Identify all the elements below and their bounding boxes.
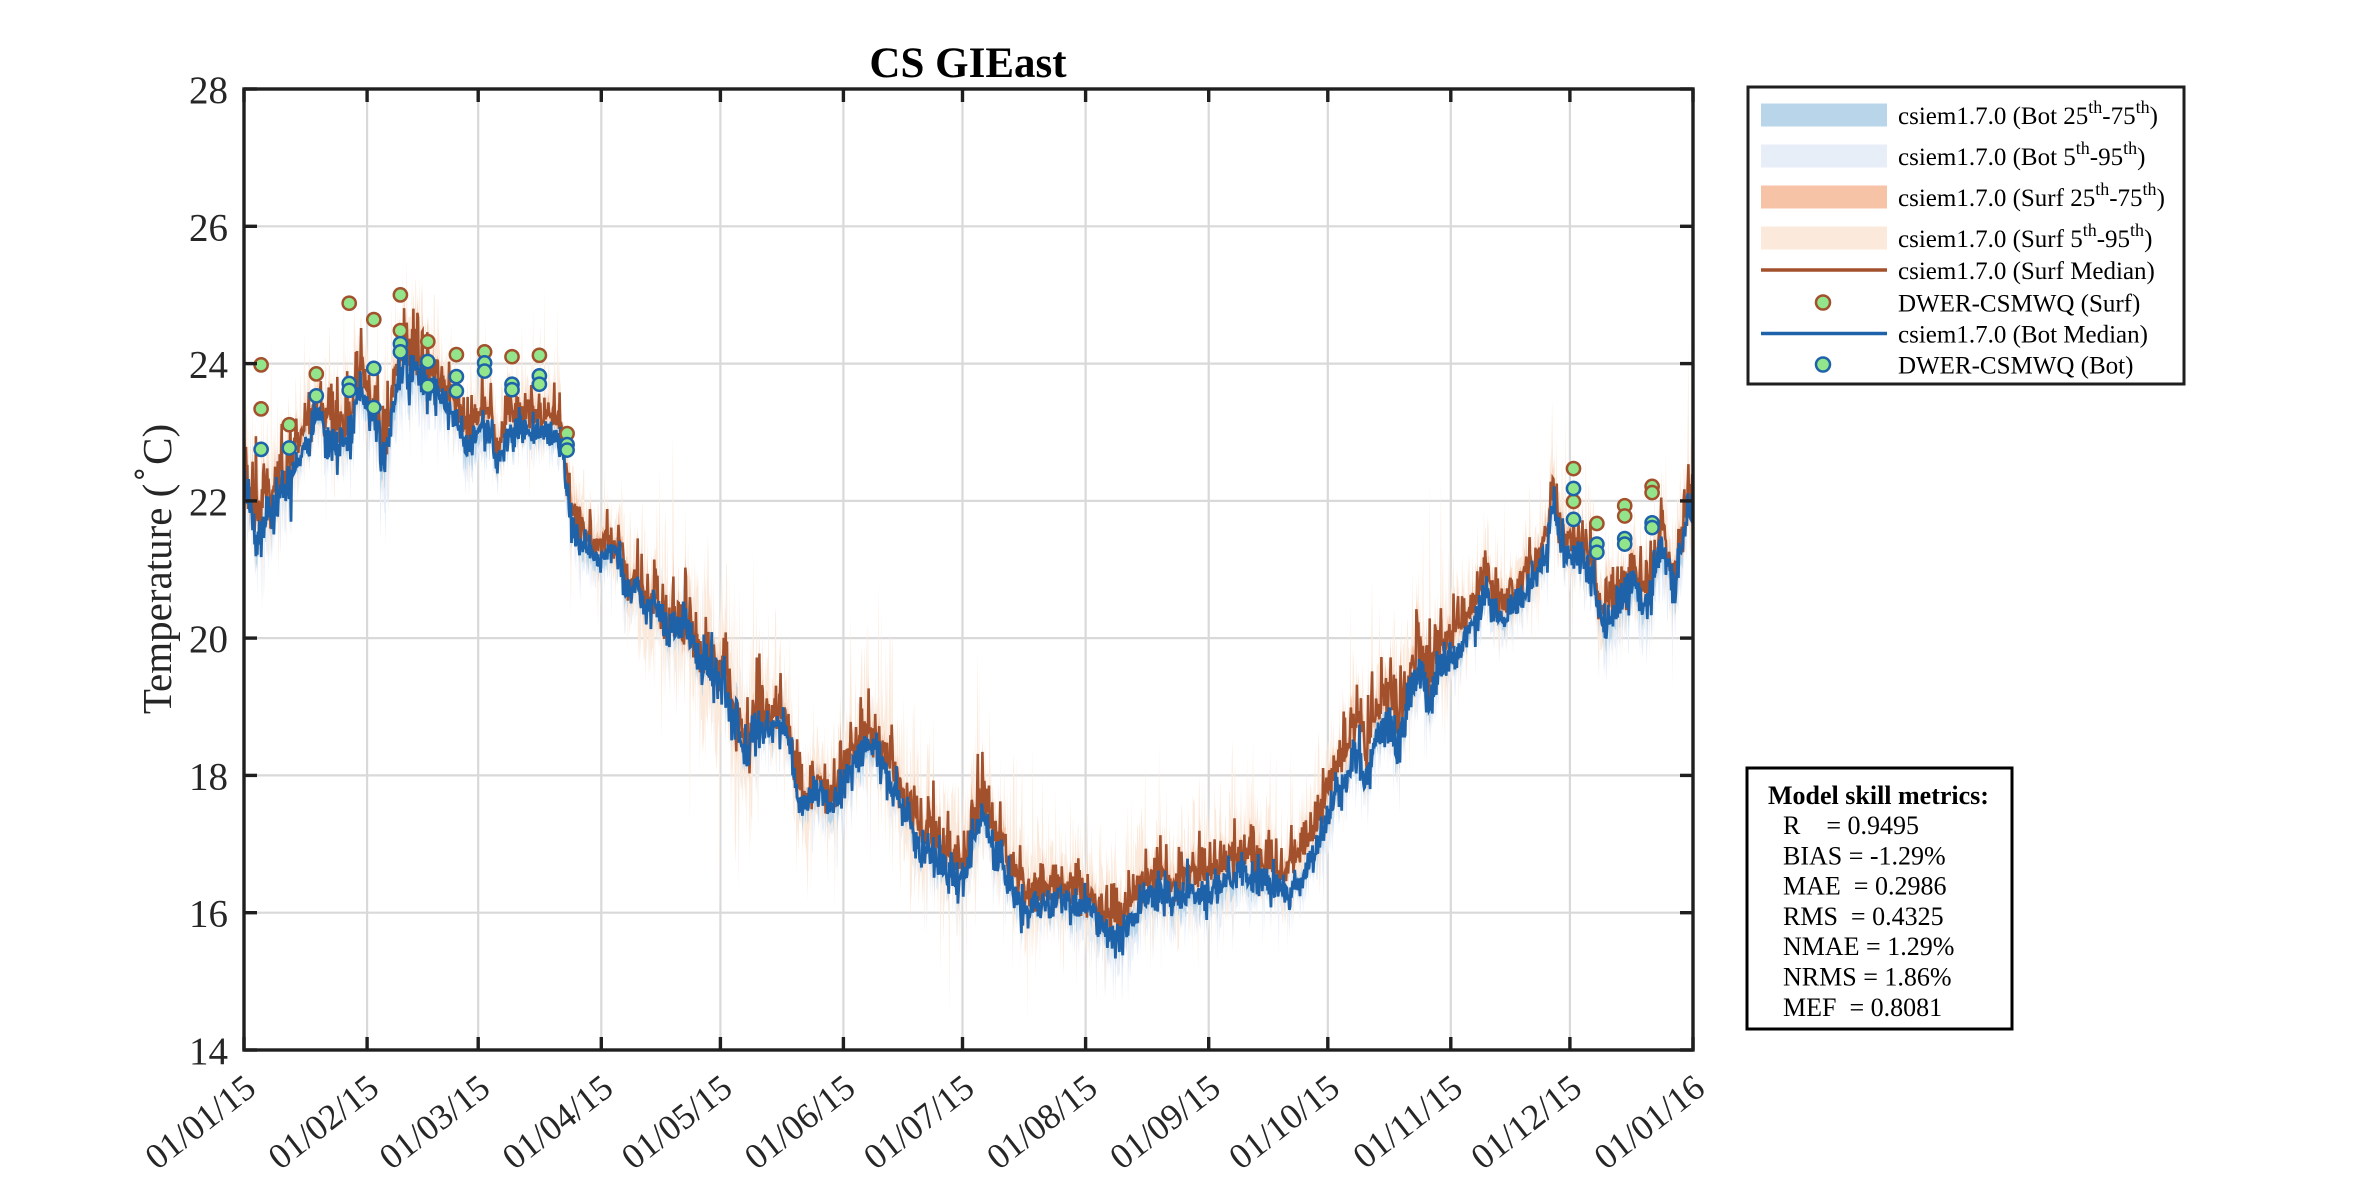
svg-text:26: 26: [189, 206, 228, 249]
svg-text:CS GIEast: CS GIEast: [869, 40, 1067, 87]
svg-text:RMS = 0.4325: RMS = 0.4325: [1783, 902, 1944, 931]
svg-text:20: 20: [189, 618, 228, 661]
svg-text:R = 0.9495: R = 0.9495: [1783, 811, 1919, 840]
svg-text:DWER-CSMWQ (Surf): DWER-CSMWQ (Surf): [1898, 291, 2140, 318]
svg-text:csiem1.7.0 (Surf Median): csiem1.7.0 (Surf Median): [1898, 258, 2155, 285]
svg-text:BIAS = -1.29%: BIAS = -1.29%: [1783, 841, 1946, 870]
svg-text:csiem1.7.0 (Bot Median): csiem1.7.0 (Bot Median): [1898, 322, 2148, 349]
svg-text:csiem1.7.0 (Surf 5th-95th): csiem1.7.0 (Surf 5th-95th): [1898, 220, 2152, 253]
svg-text:28: 28: [189, 69, 228, 112]
svg-text:csiem1.7.0 (Bot 25th-75th): csiem1.7.0 (Bot 25th-75th): [1898, 97, 2158, 130]
svg-text:22: 22: [189, 481, 228, 524]
svg-text:Model skill metrics:: Model skill metrics:: [1768, 781, 1989, 810]
svg-text:18: 18: [189, 755, 228, 798]
svg-text:NMAE = 1.29%: NMAE = 1.29%: [1783, 932, 1954, 961]
svg-text:NRMS = 1.86%: NRMS = 1.86%: [1783, 963, 1952, 992]
svg-text:24: 24: [189, 344, 228, 387]
svg-text:14: 14: [189, 1030, 228, 1073]
svg-text:DWER-CSMWQ (Bot): DWER-CSMWQ (Bot): [1898, 353, 2133, 380]
svg-text:16: 16: [189, 893, 228, 936]
svg-text:csiem1.7.0 (Surf 25th-75th): csiem1.7.0 (Surf 25th-75th): [1898, 179, 2165, 212]
svg-text:MAE = 0.2986: MAE = 0.2986: [1783, 872, 1946, 901]
svg-text:csiem1.7.0 (Bot 5th-95th): csiem1.7.0 (Bot 5th-95th): [1898, 138, 2145, 171]
svg-text:MEF = 0.8081: MEF = 0.8081: [1783, 993, 1942, 1022]
